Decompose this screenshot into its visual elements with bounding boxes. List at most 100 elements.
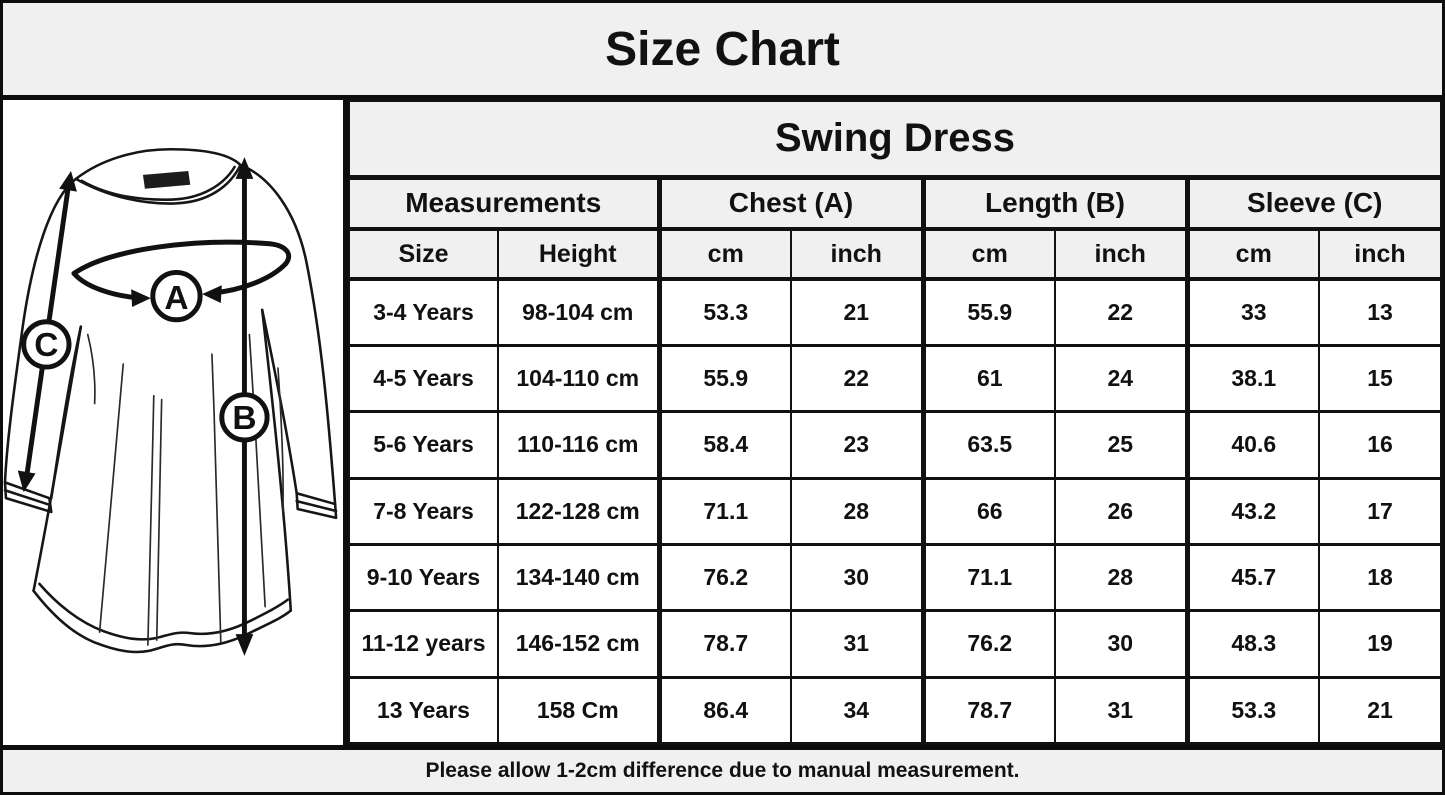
arrow-left-icon	[202, 285, 222, 304]
table-cell: 38.1	[1184, 343, 1320, 414]
table-cell: 28	[1054, 542, 1188, 613]
dress-outline	[3, 147, 338, 654]
table-cell: 34	[790, 675, 924, 746]
label-b-circle	[219, 392, 270, 443]
table-cell: 30	[790, 542, 924, 613]
product-header-row: Swing Dress	[348, 100, 1442, 180]
table-cell: 76.2	[920, 609, 1056, 679]
chest-measure-a: A	[71, 239, 292, 323]
size-table: Swing Dress Measurements Chest (A) Lengt…	[348, 100, 1442, 746]
arrow-up-icon	[59, 170, 77, 192]
table-cell: 15	[1318, 343, 1442, 414]
table-cell: 53.3	[656, 277, 792, 347]
size-table-wrap: Swing Dress Measurements Chest (A) Lengt…	[348, 100, 1442, 746]
table-cell: 22	[1054, 277, 1188, 347]
table-cell: 21	[1318, 675, 1442, 746]
sub-header-row: Size Height cm inch cm inch cm inch	[348, 228, 1442, 281]
table-cell: 63.5	[920, 410, 1056, 480]
label-c: C	[34, 327, 58, 364]
table-cell: 53.3	[1184, 675, 1320, 746]
table-cell: 86.4	[656, 675, 792, 746]
table-cell: 28	[790, 476, 924, 546]
group-header-chest: Chest (A)	[656, 176, 924, 231]
group-header-row: Measurements Chest (A) Length (B) Sleeve…	[348, 176, 1442, 231]
arrow-up-icon	[235, 157, 254, 179]
table-cell: 66	[920, 476, 1056, 546]
page-title: Size Chart	[605, 22, 840, 76]
label-a: A	[164, 280, 188, 317]
col-header-sleeve-inch: inch	[1318, 228, 1442, 281]
table-row: 7-8 Years 122-128 cm 71.1 28 66 26 43.2 …	[348, 476, 1442, 546]
table-cell: 58.4	[656, 410, 792, 480]
table-cell: 3-4 Years	[348, 277, 499, 347]
table-cell: 7-8 Years	[348, 476, 499, 546]
table-cell: 16	[1318, 410, 1442, 480]
col-header-height: Height	[497, 228, 660, 281]
col-header-chest-inch: inch	[790, 228, 924, 281]
table-cell: 55.9	[920, 277, 1056, 347]
table-cell: 13	[1318, 277, 1442, 347]
table-cell: 43.2	[1184, 476, 1320, 546]
product-title: Swing Dress	[348, 100, 1442, 180]
table-cell: 71.1	[656, 476, 792, 546]
group-header-length: Length (B)	[920, 176, 1188, 231]
arrow-down-icon	[17, 470, 36, 493]
table-cell: 71.1	[920, 542, 1056, 613]
title-bar: Size Chart	[3, 3, 1442, 100]
col-header-size: Size	[348, 228, 499, 281]
table-cell: 31	[1054, 675, 1188, 746]
table-cell: 25	[1054, 410, 1188, 480]
table-cell: 31	[790, 609, 924, 679]
table-cell: 48.3	[1184, 609, 1320, 679]
table-cell: 11-12 years	[348, 609, 499, 679]
table-cell: 76.2	[656, 542, 792, 613]
table-cell: 30	[1054, 609, 1188, 679]
table-cell: 61	[920, 343, 1056, 414]
content-area: B C A	[3, 100, 1442, 746]
dress-illustration-cell: B C A	[3, 100, 348, 745]
table-cell: 23	[790, 410, 924, 480]
col-header-length-cm: cm	[920, 228, 1056, 281]
label-a-circle	[150, 270, 203, 323]
table-cell: 55.9	[656, 343, 792, 414]
table-cell: 24	[1054, 343, 1188, 414]
table-cell: 110-116 cm	[497, 410, 660, 480]
table-cell: 4-5 Years	[348, 343, 499, 414]
table-cell: 122-128 cm	[497, 476, 660, 546]
sleeve-measure-c: C	[17, 170, 77, 493]
table-cell: 78.7	[656, 609, 792, 679]
table-cell: 134-140 cm	[497, 542, 660, 613]
col-header-sleeve-cm: cm	[1184, 228, 1320, 281]
table-row: 3-4 Years 98-104 cm 53.3 21 55.9 22 33 1…	[348, 277, 1442, 347]
table-cell: 19	[1318, 609, 1442, 679]
table-cell: 5-6 Years	[348, 410, 499, 480]
footer-note: Please allow 1-2cm difference due to man…	[425, 759, 1020, 782]
table-cell: 21	[790, 277, 924, 347]
table-row: 9-10 Years 134-140 cm 76.2 30 71.1 28 45…	[348, 542, 1442, 613]
table-cell: 45.7	[1184, 542, 1320, 613]
table-cell: 22	[790, 343, 924, 414]
table-cell: 18	[1318, 542, 1442, 613]
group-header-sleeve: Sleeve (C)	[1184, 176, 1442, 231]
table-row: 4-5 Years 104-110 cm 55.9 22 61 24 38.1 …	[348, 343, 1442, 414]
table-row: 5-6 Years 110-116 cm 58.4 23 63.5 25 40.…	[348, 410, 1442, 480]
table-cell: 26	[1054, 476, 1188, 546]
arrow-down-icon	[235, 634, 254, 656]
label-b: B	[232, 400, 256, 437]
table-cell: 158 Cm	[497, 675, 660, 746]
table-cell: 78.7	[920, 675, 1056, 746]
col-header-length-inch: inch	[1054, 228, 1188, 281]
table-row: 11-12 years 146-152 cm 78.7 31 76.2 30 4…	[348, 609, 1442, 679]
arrow-right-icon	[131, 289, 151, 307]
table-cell: 40.6	[1184, 410, 1320, 480]
table-cell: 13 Years	[348, 675, 499, 746]
table-cell: 146-152 cm	[497, 609, 660, 679]
dress-illustration: B C A	[3, 147, 338, 656]
group-header-measurements: Measurements	[348, 176, 660, 231]
col-header-chest-cm: cm	[656, 228, 792, 281]
table-cell: 98-104 cm	[497, 277, 660, 347]
table-cell: 9-10 Years	[348, 542, 499, 613]
table-cell: 33	[1184, 277, 1320, 347]
label-c-circle	[21, 319, 72, 370]
